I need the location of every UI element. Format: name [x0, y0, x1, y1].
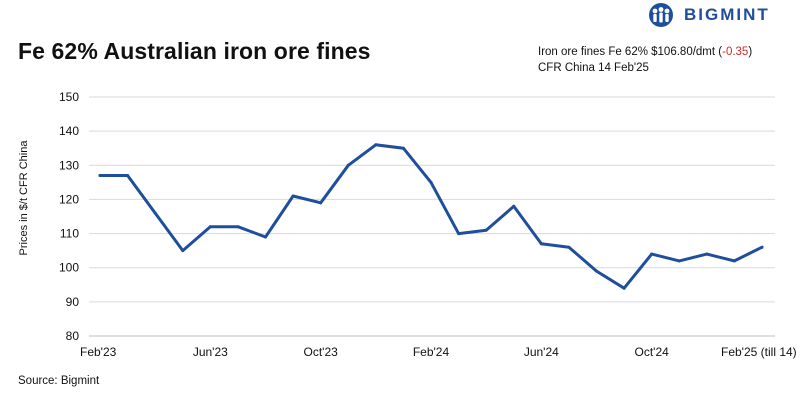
data-point-18 [595, 269, 598, 273]
price-info-suffix: ) [748, 46, 753, 58]
data-point-24 [760, 245, 764, 249]
source-note: Source: Bigmint [18, 375, 100, 387]
data-point-11 [401, 146, 405, 150]
data-point-9 [346, 163, 350, 167]
data-point-6 [264, 235, 267, 239]
price-info: Iron ore fines Fe 62% $106.80/dmt (-0.35… [538, 44, 752, 76]
data-point-22 [705, 252, 709, 256]
x-tick-label: Feb'25 (till 14) [721, 345, 797, 359]
y-tick-label: 90 [66, 295, 80, 309]
data-point-12 [429, 180, 433, 184]
brand-name: BIGMINT [684, 5, 770, 24]
x-tick-label: Jun'23 [193, 345, 228, 359]
data-point-19 [622, 286, 626, 290]
x-axis-ticks: Feb'23 Jun'23 Oct'23 Feb'24 Jun'24 Oct'24 Feb'… [80, 345, 797, 359]
data-point-4 [208, 225, 212, 229]
data-point-5 [236, 225, 240, 229]
y-tick-label: 100 [59, 261, 79, 275]
data-point-16 [539, 242, 543, 246]
y-tick-label: 110 [60, 227, 79, 241]
data-point-14 [484, 228, 488, 232]
price-info-line1: Iron ore fines Fe 62% $106.80/dmt (-0.35… [538, 44, 752, 60]
data-point-7 [291, 194, 295, 198]
x-tick-label: Jun'24 [524, 345, 559, 359]
price-points [98, 143, 764, 290]
x-tick-label: Feb'23 [80, 345, 117, 359]
data-point-20 [650, 252, 654, 256]
x-tick-label: Oct'23 [304, 345, 339, 359]
price-info-prefix: Iron ore fines Fe 62% $106.80/dmt ( [538, 46, 723, 58]
price-info-line2: CFR China 14 Feb'25 [538, 62, 649, 74]
x-tick-label: Oct'24 [635, 345, 670, 359]
y-tick-label: 80 [66, 329, 80, 343]
y-tick-label: 120 [59, 192, 79, 206]
y-tick-label: 150 [59, 90, 79, 104]
chart-title: Fe 62% Australian iron ore fines [18, 38, 371, 64]
data-point-21 [677, 259, 681, 263]
price-change: -0.35 [722, 46, 749, 58]
data-point-23 [732, 259, 736, 263]
data-point-8 [319, 201, 323, 205]
data-point-13 [457, 232, 461, 236]
brand-logo: BIGMINT [644, 2, 770, 28]
data-point-3 [181, 249, 185, 253]
data-point-1 [126, 174, 130, 178]
x-tick-label: Feb'24 [413, 345, 450, 359]
y-axis-ticks: 80 90 100 110 120 130 140 150 [59, 90, 79, 343]
y-tick-label: 130 [59, 158, 79, 172]
gridlines [89, 96, 775, 337]
data-point-17 [567, 245, 571, 249]
data-point-15 [512, 204, 516, 208]
price-series-line [98, 143, 764, 290]
data-point-10 [374, 143, 378, 147]
bigmint-logo-icon [649, 3, 673, 27]
data-point-0 [98, 174, 102, 178]
y-axis-label: Prices in $/t CFR China [18, 140, 30, 256]
data-point-2 [153, 211, 157, 215]
y-tick-label: 140 [59, 124, 79, 138]
